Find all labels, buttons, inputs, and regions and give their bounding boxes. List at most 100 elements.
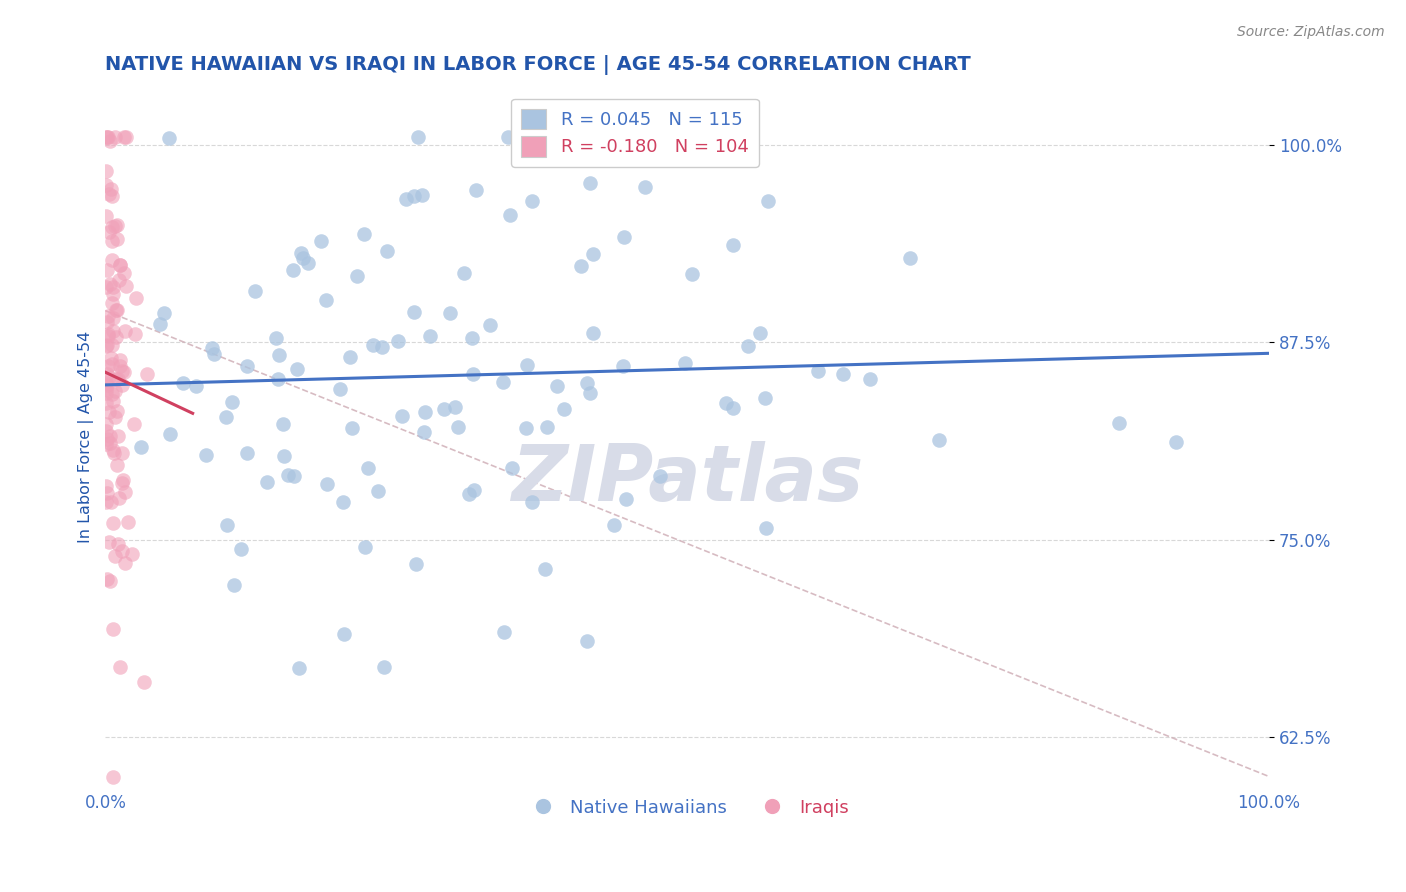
Point: [603, 517, 626, 532]
Point: [522, 194, 544, 208]
Point: [96, 130, 118, 145]
Point: [97, 309, 120, 323]
Point: [101, 287, 124, 301]
Point: [100, 134, 122, 148]
Point: [387, 334, 409, 348]
Point: [96, 315, 118, 329]
Point: [361, 338, 384, 352]
Point: [94, 376, 117, 390]
Point: [224, 577, 246, 591]
Point: [737, 339, 759, 353]
Point: [332, 626, 354, 640]
Point: [516, 359, 538, 373]
Point: [94, 279, 117, 293]
Point: [245, 284, 267, 298]
Point: [832, 367, 855, 381]
Point: [149, 317, 172, 331]
Point: [111, 364, 134, 378]
Point: [755, 521, 778, 535]
Point: [107, 537, 129, 551]
Point: [579, 176, 602, 190]
Point: [114, 484, 136, 499]
Point: [575, 376, 598, 391]
Point: [650, 468, 672, 483]
Point: [405, 558, 427, 572]
Point: [1166, 435, 1188, 450]
Point: [94, 495, 117, 509]
Point: [433, 401, 456, 416]
Point: [404, 304, 426, 318]
Point: [411, 187, 433, 202]
Point: [129, 440, 152, 454]
Point: [96, 367, 118, 381]
Point: [391, 409, 413, 423]
Point: [229, 542, 252, 557]
Point: [124, 327, 146, 342]
Point: [371, 340, 394, 354]
Point: [97, 226, 120, 240]
Point: [96, 338, 118, 352]
Y-axis label: In Labor Force | Age 45-54: In Labor Force | Age 45-54: [79, 331, 94, 543]
Point: [105, 232, 128, 246]
Point: [96, 386, 118, 401]
Point: [288, 661, 311, 675]
Point: [104, 549, 127, 564]
Point: [101, 338, 124, 352]
Point: [94, 479, 117, 493]
Point: [110, 659, 132, 673]
Point: [108, 491, 131, 505]
Point: [96, 572, 118, 586]
Point: [97, 130, 120, 145]
Point: [612, 359, 634, 374]
Point: [269, 348, 291, 362]
Point: [97, 535, 120, 549]
Point: [94, 417, 117, 431]
Point: [153, 306, 176, 320]
Point: [97, 359, 120, 373]
Point: [536, 420, 558, 434]
Point: [373, 659, 395, 673]
Point: [479, 318, 502, 333]
Point: [94, 178, 117, 192]
Point: [316, 477, 339, 491]
Point: [101, 296, 124, 310]
Point: [111, 475, 134, 490]
Point: [100, 357, 122, 371]
Point: [859, 372, 882, 386]
Point: [111, 473, 134, 487]
Point: [754, 391, 776, 405]
Point: [928, 434, 950, 448]
Point: [98, 429, 121, 443]
Point: [721, 401, 744, 416]
Point: [721, 238, 744, 252]
Point: [579, 385, 602, 400]
Point: [110, 544, 132, 558]
Point: [439, 306, 461, 320]
Point: [266, 331, 288, 345]
Point: [103, 443, 125, 458]
Point: [499, 208, 522, 222]
Point: [534, 561, 557, 575]
Point: [94, 395, 117, 409]
Point: [217, 518, 239, 533]
Point: [367, 483, 389, 498]
Point: [202, 347, 225, 361]
Point: [100, 387, 122, 401]
Point: [98, 187, 121, 202]
Point: [184, 379, 207, 393]
Point: [315, 293, 337, 307]
Point: [114, 130, 136, 145]
Point: [582, 247, 605, 261]
Point: [634, 179, 657, 194]
Point: [377, 244, 399, 258]
Point: [112, 266, 135, 280]
Point: [103, 446, 125, 460]
Point: [201, 341, 224, 355]
Point: [104, 410, 127, 425]
Point: [97, 369, 120, 384]
Point: [114, 324, 136, 338]
Point: [281, 263, 304, 277]
Point: [215, 409, 238, 424]
Point: [101, 324, 124, 338]
Point: [283, 469, 305, 483]
